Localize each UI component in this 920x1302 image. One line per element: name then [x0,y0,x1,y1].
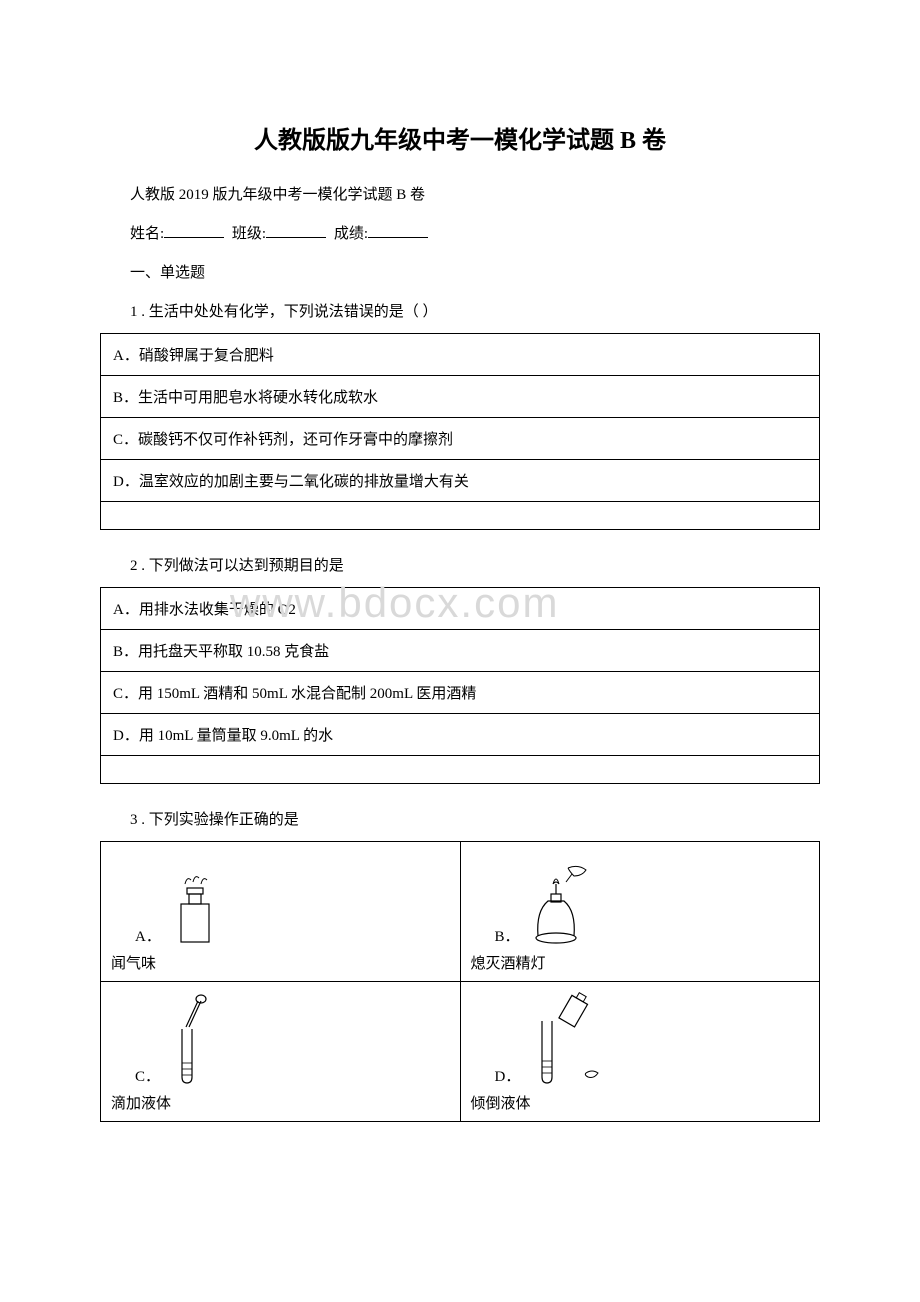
q1-options-table: A．硝酸钾属于复合肥料 B．生活中可用肥皂水将硬水转化成软水 C．碳酸钙不仅可作… [100,333,820,530]
page-title: 人教版版九年级中考一模化学试题 B 卷 [100,120,820,155]
class-blank[interactable] [266,237,326,238]
q3-b-letter: B． [495,925,520,946]
q3-c-letter: C． [135,1065,160,1086]
student-info-line: 姓名: 班级: 成绩: [100,222,820,243]
q3-option-c-cell: C． 滴加液体 [101,982,461,1122]
q3-a-caption: 闻气味 [107,950,454,975]
alcohol-lamp-icon [526,856,596,946]
q2-option-b: B．用托盘天平称取 10.58 克食盐 [101,630,820,672]
q1-option-a: A．硝酸钾属于复合肥料 [101,334,820,376]
q3-option-b-cell: B． 熄灭酒精灯 [460,842,820,982]
q3-option-d-cell: D． 倾倒液体 [460,982,820,1122]
q2-stem: 2 . 下列做法可以达到预期目的是 [100,554,820,575]
name-label: 姓名: [130,226,164,242]
q3-a-letter: A． [135,925,161,946]
q1-option-b: B．生活中可用肥皂水将硬水转化成软水 [101,376,820,418]
q2-option-d: D．用 10mL 量筒量取 9.0mL 的水 [101,714,820,756]
q3-options-table: A． 闻气味 B． [100,841,820,1122]
name-blank[interactable] [164,237,224,238]
class-label: 班级: [232,226,266,242]
section-heading: 一、单选题 [100,261,820,282]
q3-c-caption: 滴加液体 [107,1090,454,1115]
score-blank[interactable] [368,237,428,238]
q2-options-table: A．用排水法收集干燥的 O2 B．用托盘天平称取 10.58 克食盐 C．用 1… [100,587,820,784]
q1-option-d: D．温室效应的加剧主要与二氧化碳的排放量增大有关 [101,460,820,502]
smell-bottle-icon [167,866,223,946]
q1-option-c: C．碳酸钙不仅可作补钙剂，还可作牙膏中的摩擦剂 [101,418,820,460]
q3-d-caption: 倾倒液体 [467,1090,814,1115]
q2-empty-row [101,756,820,784]
q3-option-a-cell: A． 闻气味 [101,842,461,982]
q1-empty-row [101,502,820,530]
score-label: 成绩: [334,226,368,242]
q1-stem: 1 . 生活中处处有化学，下列说法错误的是（ ） [100,300,820,321]
q3-b-caption: 熄灭酒精灯 [467,950,814,975]
dropper-tube-icon [166,991,216,1086]
q3-stem: 3 . 下列实验操作正确的是 [100,808,820,829]
q2-option-c: C．用 150mL 酒精和 50mL 水混合配制 200mL 医用酒精 [101,672,820,714]
q2-option-a: A．用排水法收集干燥的 O2 [101,588,820,630]
q3-d-letter: D． [495,1065,521,1086]
pour-liquid-icon [526,991,616,1086]
subtitle: 人教版 2019 版九年级中考一模化学试题 B 卷 [100,183,820,204]
